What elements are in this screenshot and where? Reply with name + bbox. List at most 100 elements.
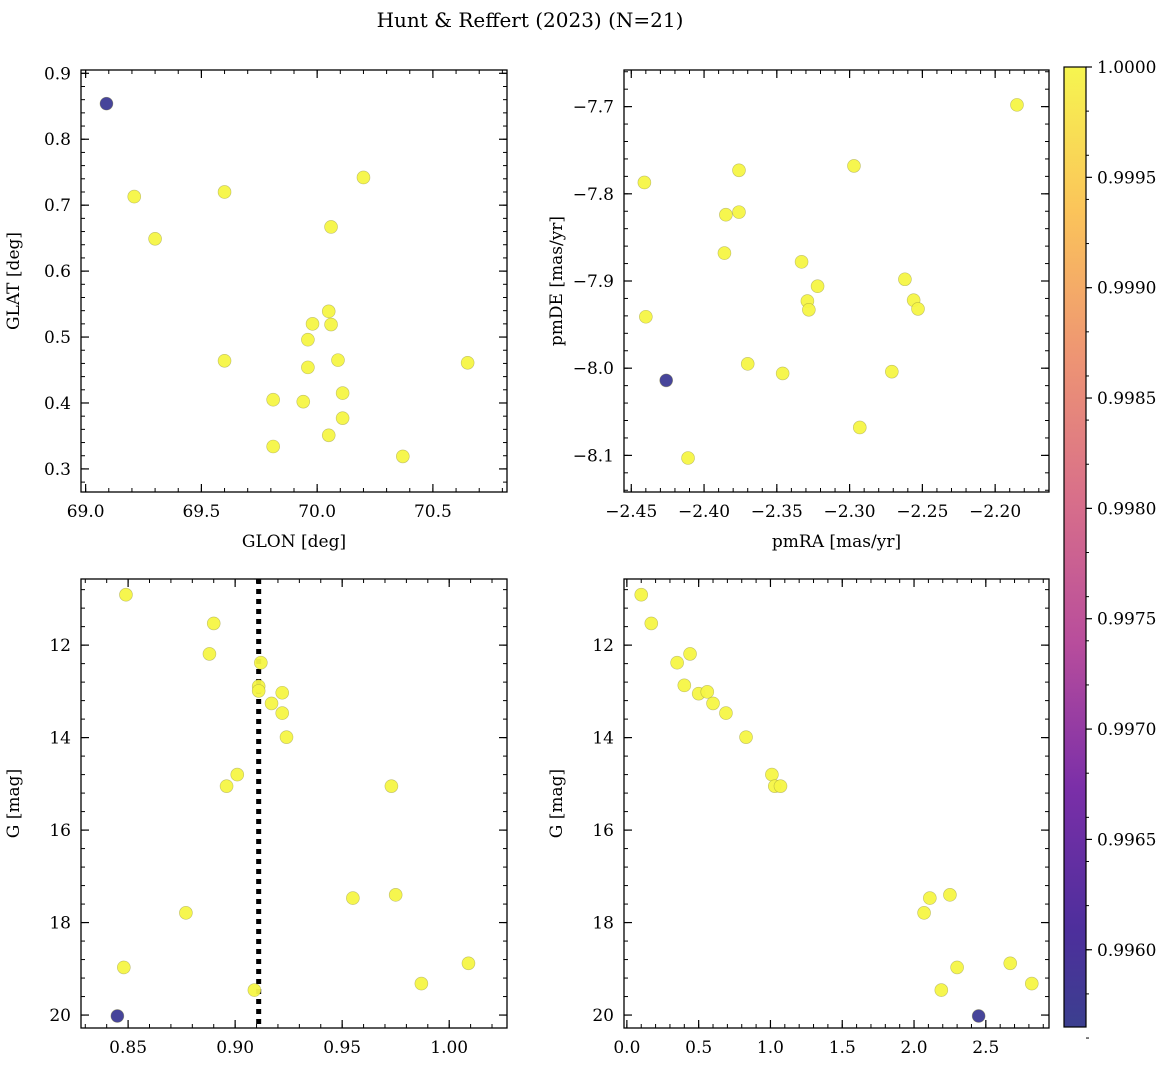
data-point <box>847 159 861 173</box>
y-axis-label: pmDE [mas/yr] <box>547 216 567 346</box>
data-point <box>775 366 790 381</box>
plot-area <box>624 70 1049 492</box>
data-point <box>346 891 360 905</box>
data-point <box>396 449 410 464</box>
data-point <box>305 317 320 331</box>
data-point <box>719 706 733 720</box>
y-tick-label: 20 <box>592 1006 614 1026</box>
colorbar-tick-label: 0.9980 <box>1097 499 1156 519</box>
data-point <box>321 304 336 319</box>
data-point <box>670 655 684 670</box>
data-point <box>230 767 245 782</box>
data-point <box>765 767 779 782</box>
data-point <box>732 163 746 178</box>
colorbar: 1.0000 0.9995 0.9990 0.9985 0.9980 0.9975 0.99… <box>1063 58 1156 1039</box>
plot-frame <box>80 578 508 1029</box>
data-point <box>637 175 652 190</box>
y-tick-label: 0.6 <box>44 262 71 282</box>
data-point <box>219 779 234 793</box>
panels: 69.0 69.5 70.0 70.5 0.3 0.4 0.5 0.6 0.7 0.8 0.9 GLO… <box>4 64 1050 1058</box>
data-point <box>331 353 345 367</box>
colorbar-tick-label: 0.9995 <box>1097 168 1156 188</box>
data-point <box>971 1009 986 1023</box>
data-point <box>634 587 649 602</box>
y-tick-label: 12 <box>592 636 614 656</box>
panel-plx-g: 0.850.900.951.001214161820Plx [mas]G [ma… <box>4 578 508 1058</box>
data-point <box>117 960 131 975</box>
data-point <box>681 451 695 465</box>
data-point <box>324 220 338 234</box>
data-point <box>414 976 429 991</box>
data-point <box>296 394 311 409</box>
y-axis-label: G [mag] <box>4 769 24 838</box>
data-point <box>335 386 350 400</box>
data-point <box>934 983 949 997</box>
data-point <box>127 189 142 204</box>
panel-bprp-g: 0.00.51.01.52.02.51214161820BP-RP [mag]G… <box>547 578 1050 1058</box>
colorbar-tick-label: 0.9970 <box>1097 720 1156 740</box>
x-tick-label: 1.5 <box>829 1038 856 1058</box>
plot-area <box>624 579 1049 1028</box>
data-point <box>460 355 475 370</box>
x-tick-label: −2.30 <box>824 502 876 522</box>
data-point <box>356 170 371 185</box>
y-tick-label: 20 <box>49 1006 71 1026</box>
data-point <box>706 696 720 711</box>
data-point <box>251 684 266 698</box>
data-point <box>202 647 217 661</box>
data-point <box>644 616 659 631</box>
data-point <box>179 906 193 920</box>
x-tick-label: 69.5 <box>182 502 220 522</box>
data-point <box>923 891 937 905</box>
data-point <box>639 309 653 324</box>
x-tick-label: 1.00 <box>430 1038 468 1058</box>
data-point <box>119 587 133 602</box>
plot-frame <box>80 69 508 493</box>
data-point <box>740 357 755 371</box>
data-point <box>148 232 162 246</box>
data-point <box>885 364 899 379</box>
data-point <box>324 317 338 332</box>
data-point <box>802 302 816 317</box>
panel-pmra-pmde: −2.45 −2.40 −2.35 −2.30 −2.25 −2.20 −8.1 −8.0 −7… <box>547 69 1050 552</box>
data-point <box>384 779 399 793</box>
x-axis-label: GLON [deg] <box>242 532 346 552</box>
x-tick-label: −2.45 <box>605 502 657 522</box>
x-tick-label: 0.85 <box>109 1038 147 1058</box>
data-point <box>266 392 280 407</box>
x-tick-label: 69.0 <box>67 502 105 522</box>
data-point <box>110 1009 125 1023</box>
y-tick-label: 0.9 <box>44 64 71 84</box>
x-tick-label: −2.25 <box>896 502 948 522</box>
y-tick-label: 16 <box>592 821 614 841</box>
colorbar-gradient <box>1063 66 1087 1028</box>
data-point <box>1003 956 1018 971</box>
data-point <box>279 730 294 744</box>
colorbar-tick-label: 0.9965 <box>1097 830 1156 850</box>
plot-frame <box>623 578 1050 1029</box>
data-point <box>206 616 221 631</box>
colorbar-tick-label: 0.9960 <box>1097 941 1156 961</box>
y-tick-label: 0.8 <box>44 130 71 150</box>
data-point <box>794 255 809 269</box>
data-point <box>943 888 957 902</box>
data-point <box>911 302 925 316</box>
data-point <box>950 960 964 975</box>
colorbar-tick-label: 1.0000 <box>1097 58 1156 78</box>
x-tick-label: 2.0 <box>901 1038 928 1058</box>
data-point <box>717 246 732 260</box>
x-tick-label: 1.0 <box>757 1038 784 1058</box>
data-point <box>659 373 674 388</box>
plot-area <box>81 579 507 1028</box>
y-tick-label: 16 <box>49 821 71 841</box>
data-point <box>739 730 753 744</box>
y-tick-label: 14 <box>592 729 614 749</box>
data-point <box>217 185 232 199</box>
data-point <box>700 685 715 699</box>
data-point <box>275 685 290 700</box>
figure-title: Hunt & Reffert (2023) (N=21) <box>377 8 684 32</box>
data-point <box>898 272 912 287</box>
colorbar-tick-label: 0.9990 <box>1097 279 1156 299</box>
y-axis-label: G [mag] <box>547 769 567 838</box>
y-axis-label: GLAT [deg] <box>4 232 24 330</box>
